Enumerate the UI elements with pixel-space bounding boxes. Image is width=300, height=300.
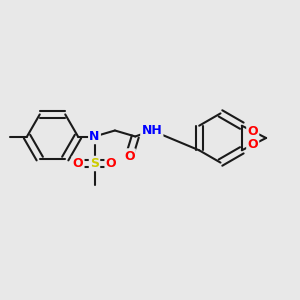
Text: NH: NH xyxy=(141,124,162,137)
Text: N: N xyxy=(89,130,100,143)
Text: O: O xyxy=(248,125,258,138)
Text: O: O xyxy=(248,138,258,151)
Text: S: S xyxy=(90,157,99,170)
Text: O: O xyxy=(106,157,116,170)
Text: O: O xyxy=(124,149,135,163)
Text: O: O xyxy=(73,157,83,170)
